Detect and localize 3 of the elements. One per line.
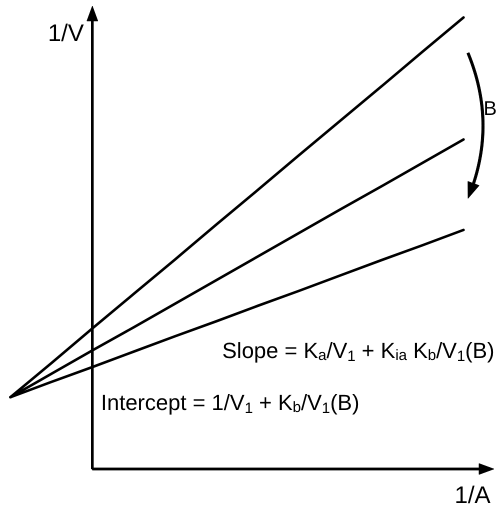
y-axis-title: 1/V [48, 20, 84, 47]
annotation: B [484, 98, 497, 120]
x-axis-title: 1/A [454, 482, 491, 507]
